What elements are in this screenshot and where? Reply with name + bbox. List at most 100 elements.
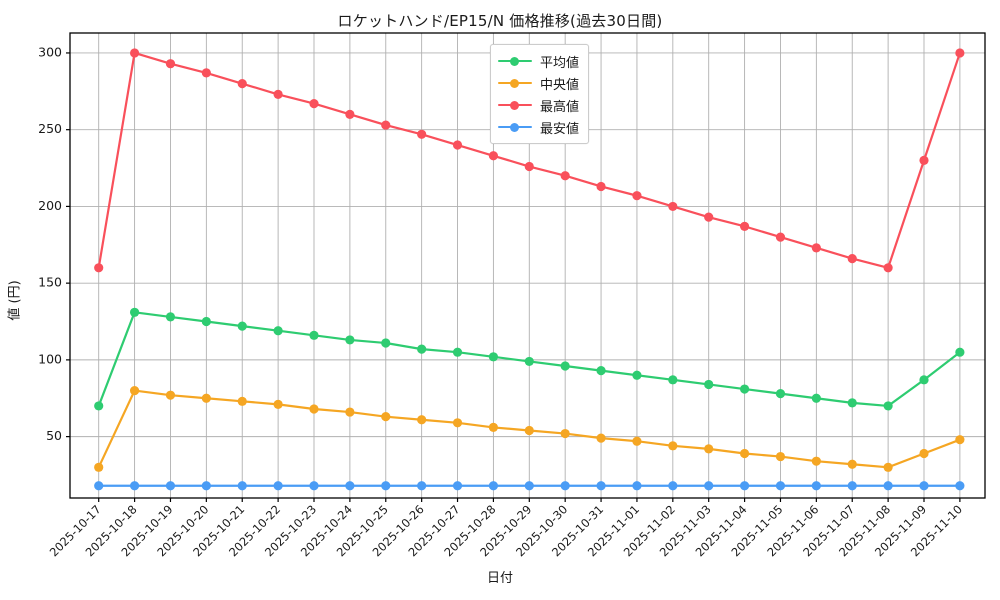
data-point-marker	[94, 401, 104, 411]
legend-item[interactable]: 最高値	[498, 94, 579, 116]
data-point-marker	[883, 481, 893, 491]
data-point-marker	[488, 151, 499, 161]
data-point-marker	[811, 243, 821, 253]
data-point-marker	[919, 481, 929, 491]
data-point-marker	[704, 379, 714, 390]
data-point-marker	[273, 481, 283, 491]
legend-item[interactable]: 中央値	[498, 72, 579, 94]
data-point-marker	[165, 312, 176, 322]
y-tick-label: 250	[38, 121, 62, 136]
data-point-marker	[381, 481, 391, 491]
legend-label: 平均値	[540, 55, 580, 71]
data-point-marker	[273, 89, 283, 99]
data-point-marker	[417, 129, 427, 139]
data-point-marker	[596, 366, 606, 376]
data-point-marker	[955, 347, 965, 357]
data-point-marker	[309, 98, 319, 109]
data-point-marker	[524, 161, 534, 172]
data-point-marker	[452, 347, 463, 357]
data-point-marker	[811, 481, 821, 491]
data-point-marker	[273, 326, 283, 336]
data-point-marker	[309, 481, 319, 491]
data-point-marker	[488, 352, 499, 362]
data-point-marker	[345, 407, 355, 417]
data-point-marker	[524, 356, 534, 367]
data-point-marker	[309, 404, 319, 414]
data-point-marker	[94, 481, 104, 491]
data-point-marker	[883, 263, 893, 273]
data-point-marker	[919, 375, 929, 385]
data-point-marker	[811, 393, 821, 403]
data-point-marker	[488, 422, 499, 433]
legend-item[interactable]: 平均値	[498, 50, 579, 72]
legend-label: 最安値	[540, 121, 580, 137]
data-point-marker	[775, 389, 786, 399]
data-point-marker	[775, 481, 786, 491]
data-point-marker	[345, 335, 355, 345]
data-point-marker	[129, 385, 140, 396]
data-point-marker	[165, 481, 176, 491]
data-point-marker	[739, 448, 750, 459]
y-tick-label: 200	[38, 198, 62, 213]
y-tick-label: 300	[38, 44, 62, 59]
data-point-marker	[452, 140, 463, 150]
data-point-marker	[381, 120, 391, 130]
data-point-marker	[704, 212, 714, 222]
data-point-marker	[632, 191, 642, 201]
data-point-marker	[632, 370, 642, 380]
data-point-marker	[560, 481, 570, 491]
grid-lines	[70, 33, 985, 498]
data-point-marker	[381, 412, 391, 422]
data-point-marker	[739, 481, 750, 491]
data-point-marker	[452, 481, 463, 491]
chart-title: ロケットハンド/EP15/N 価格推移(過去30日間)	[337, 12, 663, 30]
data-point-marker	[201, 393, 211, 403]
data-point-marker	[775, 232, 786, 242]
data-point-marker	[668, 375, 678, 385]
data-series-layer	[94, 48, 965, 491]
data-point-marker	[237, 321, 247, 331]
data-point-marker	[417, 481, 427, 491]
data-point-marker	[201, 316, 211, 327]
data-point-marker	[273, 399, 283, 409]
data-point-marker	[129, 48, 140, 58]
data-point-marker	[883, 462, 893, 472]
data-point-marker	[632, 436, 642, 446]
data-point-marker	[94, 263, 104, 273]
data-point-marker	[560, 361, 570, 371]
axes-frame	[69, 32, 986, 499]
y-tick-label: 100	[38, 351, 62, 366]
data-point-marker	[668, 481, 678, 491]
data-point-marker	[524, 481, 534, 491]
data-point-marker	[847, 253, 857, 264]
data-point-marker	[129, 307, 140, 317]
data-point-marker	[201, 68, 211, 78]
data-point-marker	[417, 344, 427, 354]
data-point-marker	[165, 390, 176, 400]
data-point-marker	[704, 444, 714, 454]
y-tick-label: 150	[38, 275, 62, 290]
data-point-marker	[847, 459, 857, 469]
y-axis-ticks: 50 100 150 200 250 300	[38, 44, 70, 443]
data-point-marker	[488, 481, 499, 491]
data-point-marker	[739, 221, 750, 231]
legend-marker-icon	[498, 76, 532, 90]
x-axis-label: 日付	[486, 571, 513, 586]
data-point-marker	[596, 433, 606, 443]
data-point-marker	[955, 481, 965, 491]
data-point-marker	[129, 481, 140, 491]
data-point-marker	[524, 425, 534, 436]
x-axis-ticks: 2025-10-172025-10-182025-10-192025-10-20…	[47, 498, 965, 559]
data-point-marker	[739, 384, 750, 394]
data-point-marker	[381, 338, 391, 348]
data-point-marker	[847, 481, 857, 491]
data-point-marker	[165, 59, 176, 69]
data-point-marker	[237, 79, 247, 89]
chart-legend: 平均値 中央値 最高値最安値	[490, 44, 590, 144]
data-point-marker	[560, 171, 570, 181]
legend-item[interactable]: 最安値	[498, 116, 579, 138]
data-point-marker	[811, 456, 821, 466]
data-point-marker	[919, 155, 929, 165]
data-point-marker	[201, 481, 211, 491]
